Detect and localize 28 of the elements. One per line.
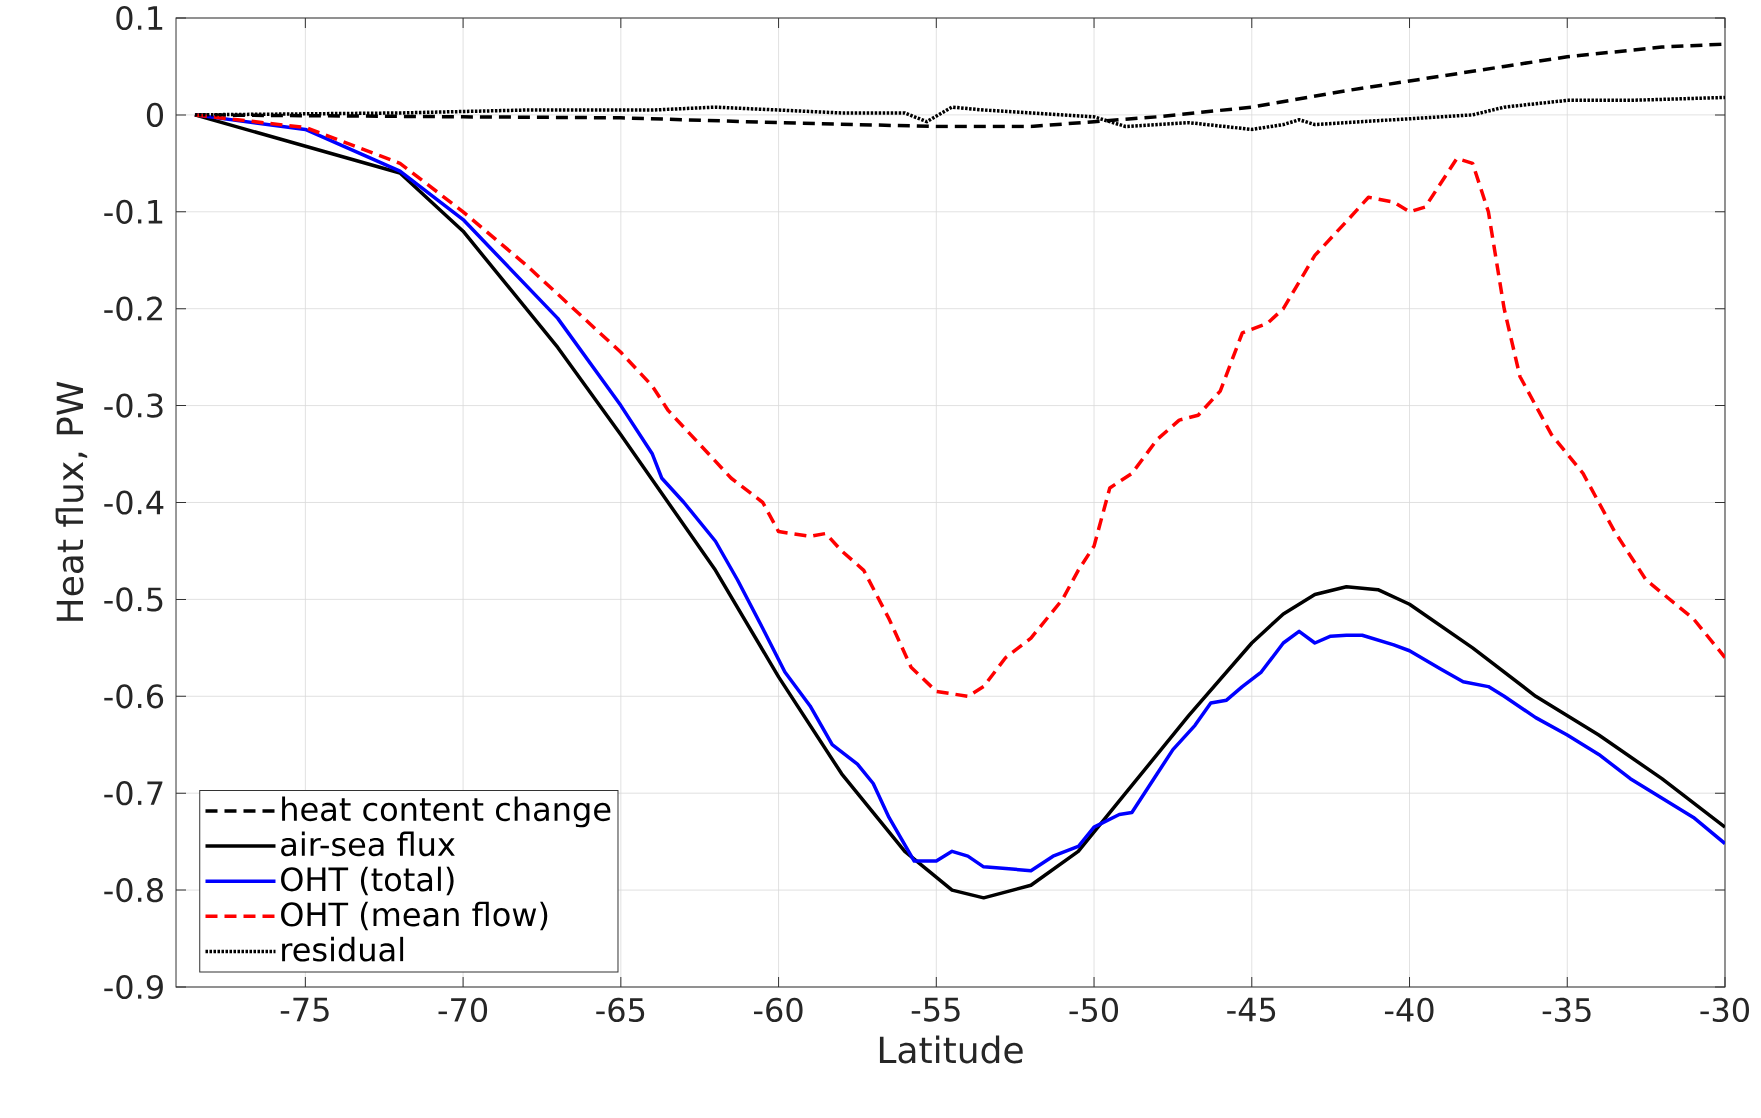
x-tick-label: -55 (911, 997, 960, 1022)
x-tick-label: -30 (1700, 997, 1749, 1023)
y-tick-label: -0.5 (104, 587, 163, 612)
y-tick-label: -0.2 (104, 296, 162, 321)
y-tick-label: -0.4 (104, 490, 164, 515)
x-tick-label: -40 (1384, 997, 1434, 1023)
x-tick-label: -65 (596, 997, 645, 1023)
legend-label: air-sea flux (281, 831, 455, 857)
legend-label: residual (282, 936, 404, 962)
x-tick-label: -50 (1069, 997, 1119, 1023)
y-tick-label: -0.7 (104, 781, 163, 806)
x-axis-title: Latitude (879, 1035, 1023, 1064)
y-axis-title: Heat flux, PW (55, 381, 88, 621)
x-tick-label: -35 (1542, 997, 1591, 1023)
y-tick-label: 0.1 (116, 5, 163, 31)
legend-label: OHT (mean flow) (281, 901, 548, 931)
y-tick-label: -0.6 (104, 684, 164, 709)
legend-label: OHT (total) (281, 866, 454, 896)
y-tick-label: 0 (146, 102, 164, 127)
x-tick-label: -45 (1227, 997, 1276, 1022)
y-tick-label: -0.1 (104, 199, 163, 224)
y-tick-label: -0.9 (104, 974, 163, 1000)
y-tick-label: -0.3 (104, 393, 163, 418)
x-tick-label: -75 (280, 997, 329, 1022)
y-tick-label: -0.8 (104, 877, 163, 903)
x-tick-label: -60 (754, 997, 803, 1023)
legend-label: heat content change (282, 796, 611, 828)
x-tick-label: -70 (438, 997, 488, 1023)
